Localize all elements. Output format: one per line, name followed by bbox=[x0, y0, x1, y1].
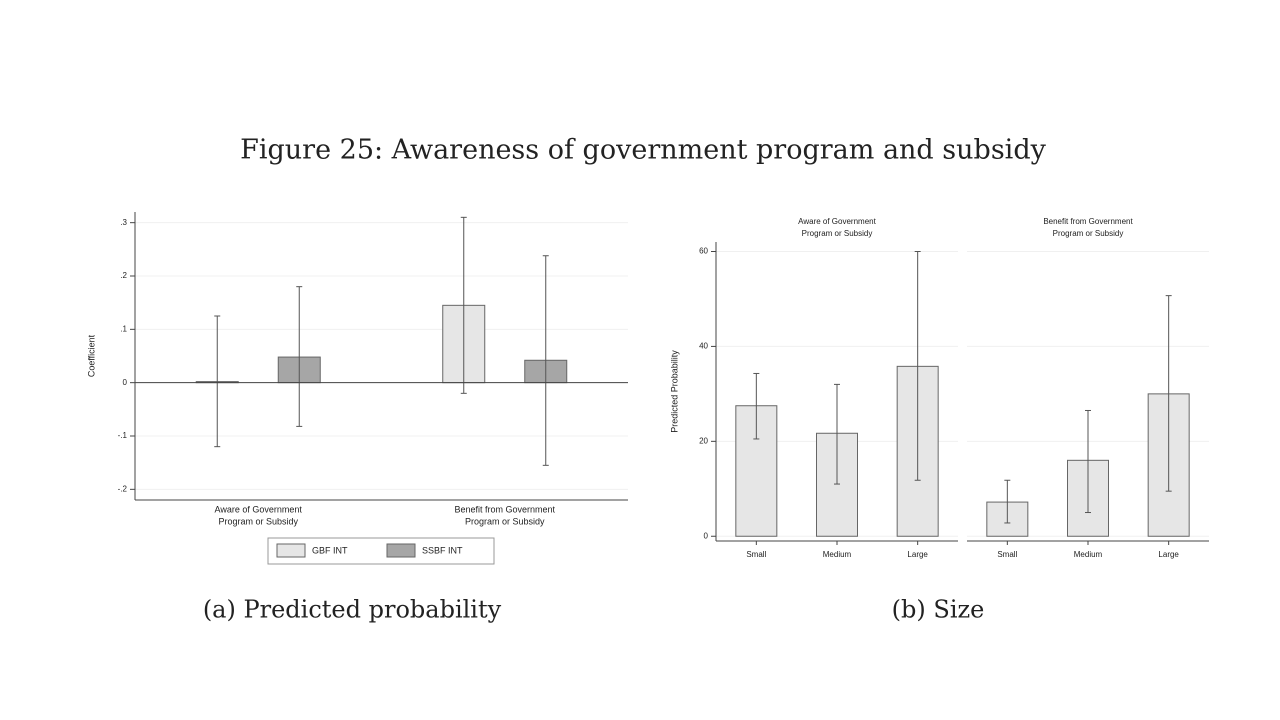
caption: (a) Predicted probability bbox=[203, 596, 502, 624]
figure-title: Figure 25: Awareness of government progr… bbox=[240, 135, 1046, 166]
y-tick-label: 40 bbox=[699, 342, 708, 351]
legend-swatch bbox=[276, 543, 306, 558]
legend-label: SSBF INT bbox=[422, 545, 463, 555]
y-tick-label: -.1 bbox=[118, 431, 128, 440]
y-tick-label: 0 bbox=[704, 531, 709, 540]
y-axis-label: Coefficient bbox=[86, 334, 96, 377]
x-tick-label: Aware of Government bbox=[215, 504, 303, 514]
x-tick-label: Benefit from Government bbox=[454, 504, 555, 514]
legend-swatch bbox=[386, 543, 416, 558]
x-tick-label: Medium bbox=[823, 550, 852, 559]
x-tick-label: Program or Subsidy bbox=[218, 516, 298, 526]
x-tick-label: Program or Subsidy bbox=[465, 516, 545, 526]
legend-box bbox=[267, 537, 495, 565]
x-tick-label: Medium bbox=[1074, 550, 1103, 559]
y-tick-label: .1 bbox=[120, 324, 127, 333]
panel-title: Aware of Government bbox=[798, 217, 876, 226]
y-tick-label: 60 bbox=[699, 247, 708, 256]
y-axis-label: Predicted Probability bbox=[669, 350, 679, 433]
caption: (b) Size bbox=[892, 596, 985, 624]
y-tick-label: .2 bbox=[120, 271, 127, 280]
y-tick-label: 20 bbox=[699, 436, 708, 445]
y-tick-label: .3 bbox=[120, 218, 127, 227]
x-tick-label: Large bbox=[1158, 550, 1179, 559]
panel-title: Program or Subsidy bbox=[802, 229, 873, 238]
x-tick-label: Large bbox=[907, 550, 928, 559]
y-tick-label: 0 bbox=[123, 378, 128, 387]
y-tick-label: -.2 bbox=[118, 484, 128, 493]
panel-title: Program or Subsidy bbox=[1053, 229, 1124, 238]
x-tick-label: Small bbox=[997, 550, 1017, 559]
legend-label: GBF INT bbox=[312, 545, 348, 555]
x-tick-label: Small bbox=[746, 550, 766, 559]
panel-title: Benefit from Government bbox=[1043, 217, 1133, 226]
